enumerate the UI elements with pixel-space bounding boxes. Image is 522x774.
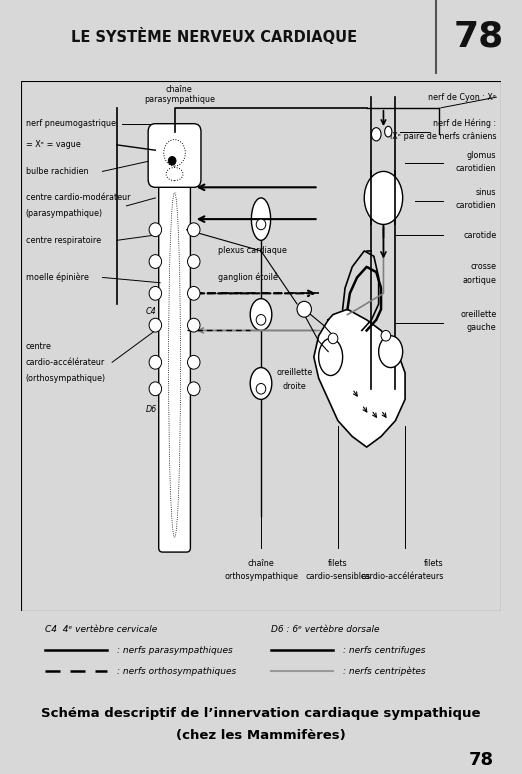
Text: cardio-sensibles: cardio-sensibles bbox=[305, 573, 371, 581]
Circle shape bbox=[256, 383, 266, 394]
Circle shape bbox=[187, 255, 200, 269]
Text: C4  4ᵉ vertèbre cervicale: C4 4ᵉ vertèbre cervicale bbox=[45, 625, 157, 634]
Text: chaîne: chaîne bbox=[247, 560, 275, 568]
Text: nerf de Cyon : Xᵉ: nerf de Cyon : Xᵉ bbox=[428, 93, 496, 101]
Circle shape bbox=[381, 330, 390, 341]
Text: oreillette: oreillette bbox=[277, 368, 313, 378]
Ellipse shape bbox=[250, 299, 272, 330]
Text: cardio-accélérateurs: cardio-accélérateurs bbox=[360, 573, 444, 581]
FancyBboxPatch shape bbox=[148, 124, 201, 187]
Text: droite: droite bbox=[283, 382, 306, 391]
Text: parasympathique: parasympathique bbox=[144, 95, 215, 104]
Text: : nerfs parasympathiques: : nerfs parasympathiques bbox=[117, 646, 233, 655]
Text: (chez les Mammifères): (chez les Mammifères) bbox=[176, 729, 346, 741]
Text: crosse: crosse bbox=[470, 262, 496, 272]
Ellipse shape bbox=[372, 128, 381, 141]
Ellipse shape bbox=[364, 171, 402, 224]
Text: nerf pneumogastrique: nerf pneumogastrique bbox=[26, 119, 116, 128]
Text: oreillette: oreillette bbox=[460, 310, 496, 319]
Text: orthosympathique: orthosympathique bbox=[224, 573, 298, 581]
Text: C4: C4 bbox=[146, 307, 157, 317]
Text: glomus: glomus bbox=[467, 151, 496, 160]
Text: IXᵉ paire de nerfs crâniens: IXᵉ paire de nerfs crâniens bbox=[390, 132, 496, 142]
Text: filets: filets bbox=[424, 560, 444, 568]
Text: = Xᵉ = vague: = Xᵉ = vague bbox=[26, 140, 80, 149]
Circle shape bbox=[149, 318, 162, 332]
Ellipse shape bbox=[252, 198, 270, 240]
Text: gauche: gauche bbox=[467, 324, 496, 332]
FancyBboxPatch shape bbox=[159, 178, 191, 552]
Text: : nerfs orthosympathiques: : nerfs orthosympathiques bbox=[117, 666, 236, 676]
Circle shape bbox=[149, 255, 162, 269]
Text: (parasympathique): (parasympathique) bbox=[26, 209, 103, 218]
Text: D6 : 6ᵉ vertèbre dorsale: D6 : 6ᵉ vertèbre dorsale bbox=[270, 625, 379, 634]
Circle shape bbox=[187, 355, 200, 369]
Polygon shape bbox=[314, 310, 405, 447]
Ellipse shape bbox=[318, 338, 342, 375]
Circle shape bbox=[328, 333, 338, 344]
Circle shape bbox=[297, 301, 312, 317]
Text: carotide: carotide bbox=[463, 231, 496, 239]
Text: centre cardio-modérateur: centre cardio-modérateur bbox=[26, 194, 130, 203]
Circle shape bbox=[187, 382, 200, 396]
Text: centre respiratoire: centre respiratoire bbox=[26, 236, 101, 245]
Circle shape bbox=[149, 286, 162, 300]
Circle shape bbox=[256, 314, 266, 325]
Ellipse shape bbox=[378, 336, 402, 368]
Text: Schéma descriptif de l’innervation cardiaque sympathique: Schéma descriptif de l’innervation cardi… bbox=[41, 707, 481, 720]
Text: D6: D6 bbox=[146, 406, 157, 415]
Text: : nerfs centripètes: : nerfs centripètes bbox=[342, 666, 425, 676]
Text: 78: 78 bbox=[454, 20, 504, 53]
Text: bulbe rachidien: bulbe rachidien bbox=[26, 167, 88, 176]
Text: carotidien: carotidien bbox=[456, 201, 496, 211]
Text: filets: filets bbox=[328, 560, 348, 568]
Text: nerf de Héring :: nerf de Héring : bbox=[433, 119, 496, 128]
Text: centre: centre bbox=[26, 342, 52, 351]
Ellipse shape bbox=[169, 193, 181, 537]
Ellipse shape bbox=[250, 368, 272, 399]
Ellipse shape bbox=[166, 167, 183, 180]
Text: sinus: sinus bbox=[476, 188, 496, 197]
Circle shape bbox=[149, 355, 162, 369]
Text: cardio-accélérateur: cardio-accélérateur bbox=[26, 358, 105, 367]
Ellipse shape bbox=[385, 126, 392, 137]
Circle shape bbox=[187, 318, 200, 332]
Circle shape bbox=[187, 223, 200, 237]
Circle shape bbox=[149, 223, 162, 237]
Text: (orthosympathique): (orthosympathique) bbox=[26, 374, 106, 382]
Text: 78: 78 bbox=[469, 752, 494, 769]
Ellipse shape bbox=[164, 139, 185, 166]
Circle shape bbox=[256, 219, 266, 230]
Text: ganglion étoilé: ganglion étoilé bbox=[218, 272, 278, 283]
Text: LE SYSTÈME NERVEUX CARDIAQUE: LE SYSTÈME NERVEUX CARDIAQUE bbox=[71, 29, 357, 45]
Circle shape bbox=[168, 156, 176, 165]
Text: carotidien: carotidien bbox=[456, 164, 496, 173]
Circle shape bbox=[149, 382, 162, 396]
Text: chaîne: chaîne bbox=[166, 84, 193, 94]
Text: plexus cardiaque: plexus cardiaque bbox=[218, 246, 287, 255]
Text: aortique: aortique bbox=[462, 276, 496, 285]
Circle shape bbox=[187, 286, 200, 300]
Text: moelle épinière: moelle épinière bbox=[26, 272, 89, 283]
Text: : nerfs centrifuges: : nerfs centrifuges bbox=[342, 646, 425, 655]
